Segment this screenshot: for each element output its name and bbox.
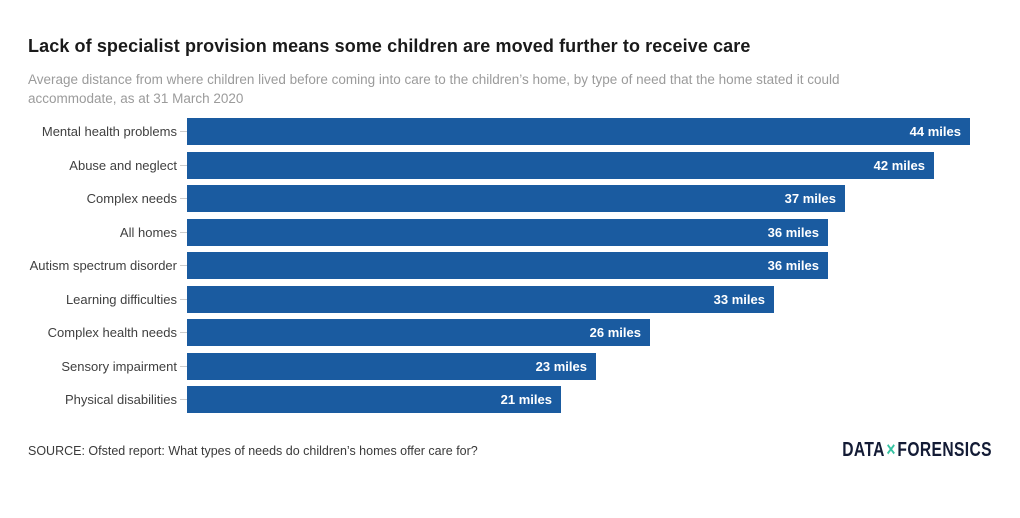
axis-tick <box>180 131 187 133</box>
axis-tick <box>180 265 187 267</box>
bar: 37 miles <box>187 185 845 213</box>
source-note: SOURCE: Ofsted report: What types of nee… <box>28 443 478 458</box>
bar-value-label: 44 miles <box>909 124 961 140</box>
category-label: Learning difficulties <box>65 291 177 307</box>
bar: 21 miles <box>187 386 561 414</box>
bar-value-label: 37 miles <box>784 191 836 207</box>
bar-row: All homes 36 miles <box>28 218 992 246</box>
bar-value-label: 23 miles <box>535 358 587 374</box>
category-label: Sensory impairment <box>61 358 177 374</box>
bar: 36 miles <box>187 218 828 246</box>
bar: 42 miles <box>187 151 934 179</box>
axis-tick <box>180 198 187 200</box>
axis-tick <box>180 298 187 300</box>
logo-text-forensics: FORENSICS <box>897 439 992 462</box>
bar-row: Mental health problems 44 miles <box>28 118 992 146</box>
bar: 26 miles <box>187 319 650 347</box>
bar-value-label: 26 miles <box>589 325 641 341</box>
category-label: Physical disabilities <box>65 392 177 408</box>
axis-tick <box>180 231 187 233</box>
bar-value-label: 21 miles <box>500 392 552 408</box>
page-subtitle: Average distance from where children liv… <box>28 72 840 107</box>
logo-text-data: DATA <box>842 439 885 462</box>
dataforensics-logo: DATA×FORENSICS <box>842 439 992 462</box>
category-label: Autism spectrum disorder <box>29 258 177 274</box>
page-title: Lack of specialist provision means some … <box>28 36 751 56</box>
bar: 23 miles <box>187 352 596 380</box>
bar: 33 miles <box>187 285 774 313</box>
axis-tick <box>180 164 187 166</box>
bar: 36 miles <box>187 252 828 280</box>
footer: SOURCE: Ofsted report: What types of nee… <box>28 439 992 462</box>
axis-tick <box>180 399 187 401</box>
logo-x-icon: × <box>886 439 896 462</box>
category-label: Mental health problems <box>41 124 177 140</box>
bar-row: Autism spectrum disorder 36 miles <box>28 252 992 280</box>
bar-value-label: 36 miles <box>767 224 819 240</box>
bar-row: Complex health needs 26 miles <box>28 319 992 347</box>
axis-tick <box>180 332 187 334</box>
bar-value-label: 42 miles <box>873 157 925 173</box>
category-label: Complex health needs <box>47 325 177 341</box>
bar-row: Sensory impairment 23 miles <box>28 352 992 380</box>
bar-row: Physical disabilities 21 miles <box>28 386 992 414</box>
bar-value-label: 36 miles <box>767 258 819 274</box>
bar-value-label: 33 miles <box>713 291 765 307</box>
bar-row: Abuse and neglect 42 miles <box>28 151 992 179</box>
category-label: Complex needs <box>86 191 177 207</box>
category-label: All homes <box>119 224 177 240</box>
category-label: Abuse and neglect <box>69 157 177 173</box>
bar-row: Learning difficulties 33 miles <box>28 285 992 313</box>
bar: 44 miles <box>187 118 970 146</box>
bar-chart: Mental health problems 44 miles Abuse and … <box>28 118 992 414</box>
chart-page: { "title": "Lack of specialist provision… <box>0 36 1020 518</box>
axis-tick <box>180 365 187 367</box>
bar-row: Complex needs 37 miles <box>28 185 992 213</box>
